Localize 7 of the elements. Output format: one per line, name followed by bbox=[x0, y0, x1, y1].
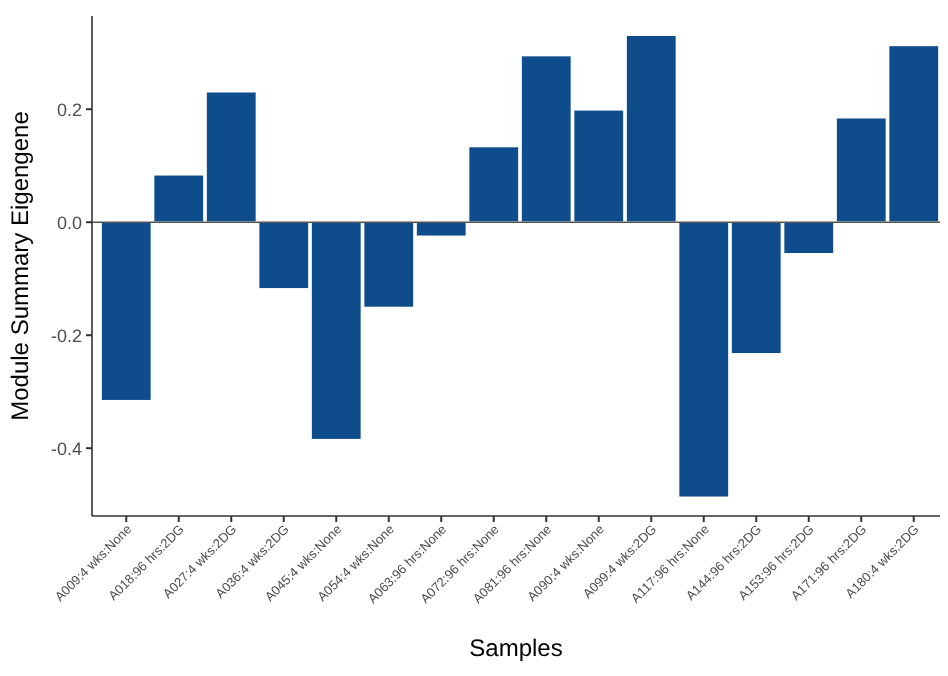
y-tick-label: -0.4 bbox=[50, 438, 82, 459]
y-tick-label: -0.2 bbox=[50, 325, 82, 346]
y-axis-title: Module Summary Eigengene bbox=[6, 110, 34, 421]
bar bbox=[100, 221, 153, 402]
y-tick-label: 0.0 bbox=[56, 212, 82, 233]
y-tick-label: 0.2 bbox=[56, 99, 82, 120]
x-axis-title: Samples bbox=[469, 634, 563, 662]
